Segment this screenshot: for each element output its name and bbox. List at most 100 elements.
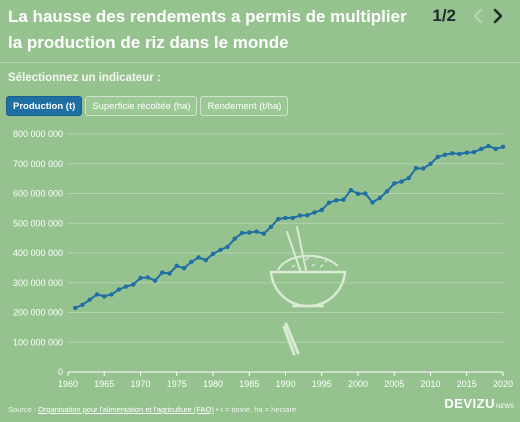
y-tick-label: 300 000 000 — [13, 278, 63, 288]
x-tick-label: 1980 — [203, 379, 223, 389]
data-point — [73, 305, 78, 311]
data-point — [290, 215, 295, 221]
x-tick-label: 1975 — [167, 379, 187, 389]
pager: 1/2 — [432, 6, 508, 26]
data-point — [406, 175, 411, 181]
grid — [68, 133, 503, 343]
y-tick-label: 800 000 000 — [13, 129, 63, 139]
data-point — [80, 302, 85, 307]
data-point — [254, 229, 259, 234]
data-point — [471, 149, 477, 155]
data-point — [457, 151, 462, 157]
x-tick-label: 1995 — [312, 379, 332, 389]
data-point — [225, 244, 230, 249]
header-divider — [0, 62, 520, 63]
data-point — [355, 191, 361, 196]
data-point — [138, 275, 143, 281]
data-point — [363, 191, 368, 196]
data-point — [196, 255, 201, 260]
data-point — [181, 266, 187, 271]
series — [73, 143, 506, 311]
x-tick-label: 2000 — [348, 379, 368, 389]
tab-superficie[interactable]: Superficie récoltée (ha) — [85, 96, 198, 116]
data-point — [392, 181, 397, 186]
data-point — [305, 213, 310, 218]
data-point — [421, 166, 426, 171]
data-point — [486, 143, 491, 149]
y-tick-label: 700 000 000 — [13, 159, 63, 169]
data-point — [247, 230, 252, 235]
chevron-left-icon[interactable] — [468, 6, 488, 26]
data-point — [174, 263, 179, 268]
data-point — [384, 189, 390, 194]
source-prefix: Source : — [8, 405, 39, 414]
indicator-prompt: Sélectionnez un indicateur : — [8, 72, 161, 84]
data-point — [160, 270, 165, 275]
data-point — [239, 230, 245, 236]
brand-suffix: NEWS — [496, 404, 514, 410]
axes: 0 100 000 000 200 000 000 300 000 000 400 00… — [13, 129, 513, 389]
x-tick-label: 1965 — [94, 379, 114, 389]
data-point — [479, 146, 484, 152]
tab-rendement[interactable]: Rendement (t/ha) — [200, 96, 289, 116]
data-point — [399, 179, 404, 184]
chart-title: La hausse des rendements a permis de mul… — [8, 7, 407, 52]
data-point — [203, 257, 208, 263]
data-point — [116, 287, 122, 292]
brand-name: DEVIZU — [444, 396, 495, 411]
data-point — [312, 210, 317, 215]
x-tick-label: 2005 — [384, 379, 404, 389]
y-tick-label: 100 000 000 — [13, 337, 63, 347]
source-note: Source : Organisation pour l'alimentatio… — [8, 405, 296, 414]
data-point — [464, 150, 469, 155]
y-tick-label: 600 000 000 — [13, 189, 63, 199]
data-point — [167, 271, 172, 276]
data-point — [261, 231, 266, 236]
data-point — [428, 161, 433, 166]
y-tick-label: 500 000 000 — [13, 218, 63, 228]
data-point — [152, 278, 158, 283]
data-point — [500, 144, 506, 149]
page-counter: 1/2 — [432, 6, 456, 25]
data-point — [326, 200, 332, 205]
source-suffix: • t = tonne, ha = hectare — [213, 405, 297, 414]
x-tick-label: 1970 — [130, 379, 150, 389]
x-tick-label: 1990 — [275, 379, 295, 389]
x-tick-label: 1960 — [58, 379, 78, 389]
series-line — [74, 144, 504, 309]
data-point — [102, 294, 107, 299]
x-tick-label: 2015 — [457, 379, 477, 389]
brand-logo: DEVIZU NEWS — [444, 396, 514, 411]
line-chart: 0 100 000 000 200 000 000 300 000 000 400 00… — [13, 129, 513, 389]
data-point — [189, 259, 194, 265]
data-point — [341, 197, 346, 202]
data-point — [348, 188, 353, 193]
data-point — [109, 292, 114, 297]
y-tick-label: 400 000 000 — [13, 248, 63, 258]
chevron-right-icon[interactable] — [488, 6, 508, 26]
rice-bowl-icon — [269, 226, 347, 356]
data-point — [210, 251, 216, 257]
data-point — [370, 200, 375, 205]
tab-production[interactable]: Production (t) — [6, 96, 83, 116]
source-link[interactable]: Organisation pour l'alimentation et l'ag… — [38, 405, 214, 414]
data-point — [413, 166, 419, 171]
data-point — [131, 282, 136, 287]
x-tick-label: 2010 — [420, 379, 440, 389]
data-point — [94, 292, 100, 297]
data-point — [334, 198, 339, 203]
data-point — [450, 151, 455, 156]
data-point — [297, 213, 303, 218]
data-point — [435, 154, 440, 160]
x-tick-label: 2020 — [493, 379, 513, 389]
data-point — [123, 284, 129, 289]
data-point — [319, 207, 324, 213]
data-point — [232, 236, 237, 241]
x-tick-label: 1985 — [239, 379, 259, 389]
data-point — [442, 152, 448, 157]
data-point — [145, 275, 150, 280]
indicator-tabs: Production (t) Superficie récoltée (ha) … — [6, 96, 289, 116]
data-point — [268, 224, 274, 229]
data-point — [283, 215, 288, 221]
data-point — [218, 247, 223, 253]
